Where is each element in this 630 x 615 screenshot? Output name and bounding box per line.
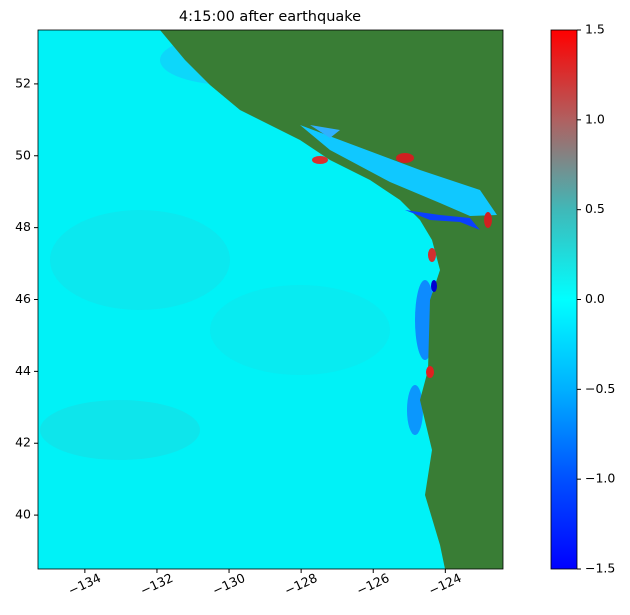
y-tick-label: 52	[15, 75, 31, 90]
wave-shade	[40, 400, 200, 460]
colorbar-tick-label: −0.5	[585, 381, 615, 396]
y-tick-label: 44	[15, 363, 31, 378]
colorbar-tick-label: −1.5	[585, 561, 615, 576]
y-tick-label: 46	[15, 291, 31, 306]
x-tick-label: −124	[426, 570, 463, 598]
wave-shade	[50, 210, 230, 310]
strait	[300, 125, 497, 216]
x-tick-label: −128	[282, 570, 319, 598]
wave-peak	[396, 153, 414, 163]
x-tick-label: −134	[66, 570, 103, 598]
x-tick-label: −126	[354, 570, 391, 598]
y-tick-label: 50	[15, 147, 31, 162]
wave-peak	[428, 248, 436, 262]
y-tick-label: 42	[15, 435, 31, 450]
y-tick-label: 48	[15, 219, 31, 234]
land	[160, 30, 503, 569]
strait	[405, 210, 480, 230]
colorbar-tick-label: 1.0	[585, 111, 605, 126]
wave-shade	[407, 385, 423, 435]
wave-trough	[431, 280, 437, 292]
x-tick-label: −132	[138, 570, 175, 598]
wave-shade	[210, 285, 390, 375]
map-area	[38, 30, 503, 569]
colorbar	[550, 29, 578, 570]
colorbar-tick-label: 1.5	[585, 22, 605, 37]
wave-peak	[312, 156, 328, 164]
inlet	[310, 125, 340, 138]
wave-peak	[484, 212, 492, 228]
wave-peak	[426, 366, 434, 378]
x-tick-label: −130	[210, 570, 247, 598]
colorbar-tick-label: 0.0	[585, 291, 605, 306]
colorbar-tick-label: −1.0	[585, 471, 615, 486]
colorbar-tick-label: 0.5	[585, 201, 605, 216]
chart-title: 4:15:00 after earthquake	[179, 9, 361, 25]
y-tick-label: 40	[15, 507, 31, 522]
